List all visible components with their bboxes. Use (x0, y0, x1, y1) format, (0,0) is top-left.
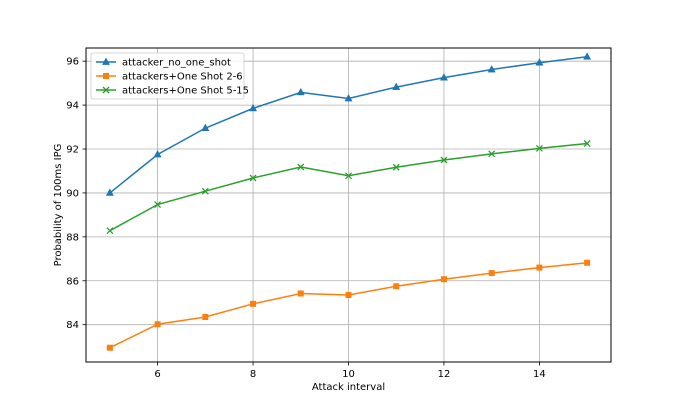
data-point (153, 149, 162, 158)
legend-item: attacker_no_one_shot (96, 57, 231, 69)
data-point (106, 227, 114, 235)
x-tick-label: 10 (342, 369, 355, 380)
data-point (583, 140, 591, 147)
data-point (345, 172, 352, 180)
y-tick-label: 86 (66, 276, 79, 287)
x-tick-label: 14 (533, 369, 546, 380)
data-point (297, 163, 305, 171)
data-point (297, 290, 304, 297)
data-point (584, 259, 591, 266)
data-point (440, 156, 448, 164)
legend-marker (103, 73, 109, 79)
data-point (392, 82, 401, 90)
data-point (487, 64, 496, 73)
data-point (583, 52, 592, 60)
data-point (201, 187, 209, 195)
data-point (249, 174, 257, 182)
data-point (105, 188, 114, 196)
y-tick-label: 90 (66, 188, 79, 199)
data-point (439, 73, 448, 81)
y-tick-label: 88 (66, 232, 79, 243)
data-point (535, 144, 543, 152)
data-point (393, 283, 400, 290)
y-tick-label: 84 (66, 320, 79, 331)
data-point (202, 313, 209, 320)
data-point (536, 264, 543, 271)
legend-label: attacker_no_one_shot (122, 58, 231, 69)
data-point (488, 270, 495, 277)
x-axis-ticks: 6 8 10 12 14 (154, 362, 546, 380)
x-tick-label: 6 (154, 369, 160, 380)
y-tick-label: 92 (66, 145, 79, 156)
x-tick-label: 8 (250, 369, 256, 380)
data-point (535, 58, 544, 66)
y-tick-label: 94 (66, 101, 79, 112)
data-point (345, 292, 352, 299)
data-point (154, 201, 162, 209)
legend-item: attackers+One Shot 2-6 (96, 72, 243, 83)
series-group (105, 52, 592, 351)
legend-marker (101, 57, 111, 65)
legend-marker (102, 86, 110, 94)
x-axis-label: Attack interval (312, 382, 385, 393)
data-point (296, 87, 305, 96)
x-tick-label: 12 (438, 369, 451, 380)
data-point (250, 300, 257, 307)
series-0 (105, 52, 592, 196)
legend-label: attackers+One Shot 2-6 (122, 72, 243, 83)
data-point (392, 163, 400, 171)
data-point (488, 150, 496, 158)
y-axis-ticks: 84 86 88 90 92 94 96 (66, 57, 86, 331)
legend-box (90, 52, 245, 100)
y-tick-label: 96 (66, 57, 79, 68)
y-axis-label: Probability of 100ms IPG (53, 144, 64, 267)
legend: attacker_no_one_shot attackers+One Shot 2… (90, 52, 249, 100)
data-point (201, 123, 210, 131)
legend-item: attackers+One Shot 5-15 (96, 86, 249, 97)
legend-label: attackers+One Shot 5-15 (122, 86, 249, 97)
data-point (154, 321, 161, 328)
data-point (106, 344, 113, 351)
data-point (440, 276, 447, 283)
series-1 (106, 259, 591, 351)
data-point (249, 103, 258, 112)
series-2 (106, 140, 591, 235)
data-point (344, 93, 353, 102)
